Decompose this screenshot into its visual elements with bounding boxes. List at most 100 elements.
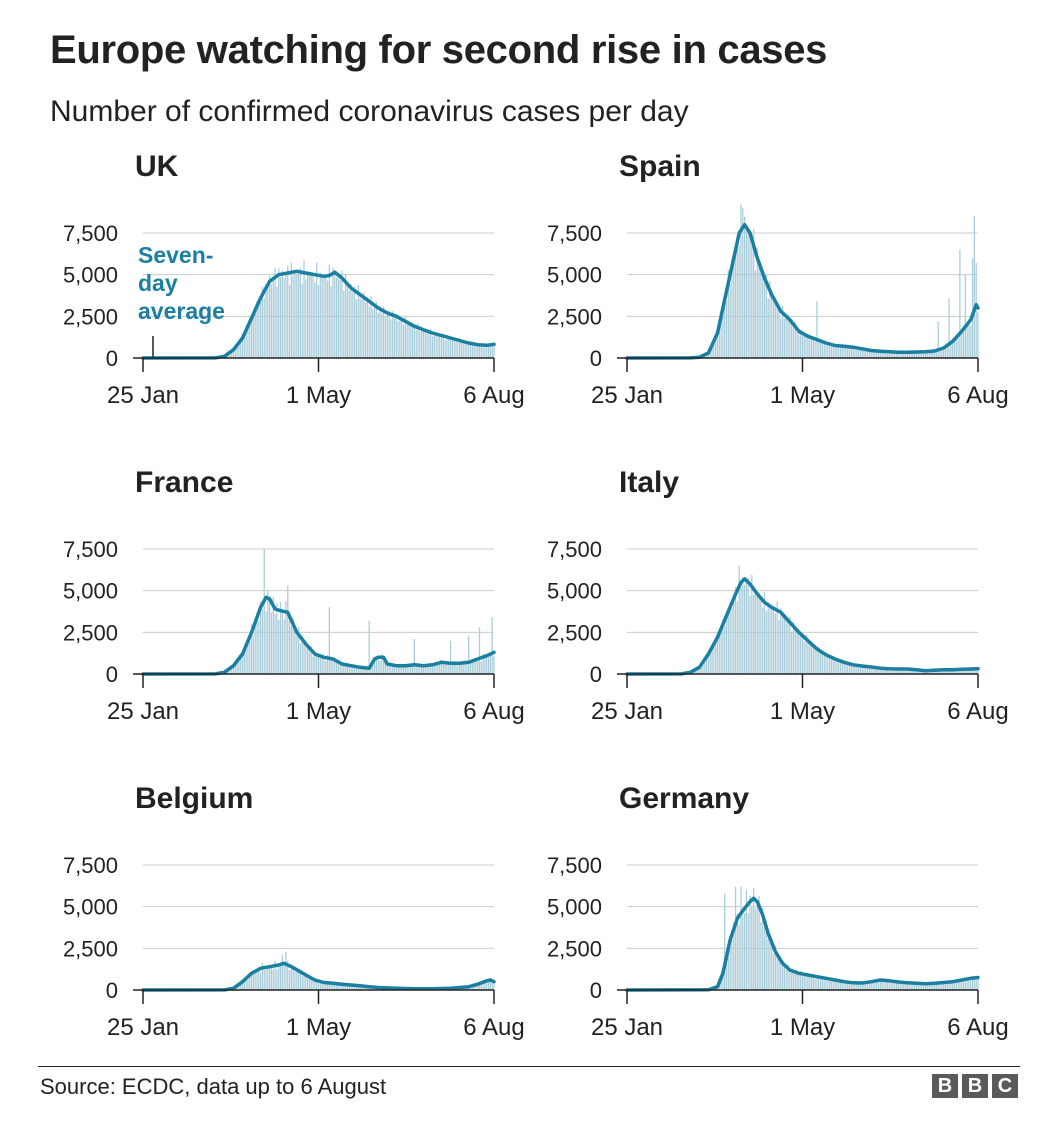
daily-bar	[747, 913, 749, 990]
panel-spain: Spain 0 2,500 5,000 7,500 25 Jan 1 May 6 Aug	[484, 150, 1012, 466]
daily-bar	[473, 985, 475, 990]
y-tick-label: 2,500	[63, 304, 118, 329]
daily-bar	[780, 962, 782, 990]
daily-bar	[812, 646, 814, 674]
daily-bar	[832, 344, 834, 358]
daily-bar	[729, 602, 731, 674]
daily-bar	[957, 669, 959, 674]
daily-bar	[883, 350, 885, 358]
daily-bar	[281, 955, 283, 990]
y-tick-label: 2,500	[63, 936, 118, 961]
footer-divider	[38, 1066, 1020, 1067]
daily-bar	[776, 601, 778, 674]
daily-bar	[449, 338, 452, 358]
daily-bar	[245, 329, 247, 358]
daily-bar	[769, 606, 771, 674]
daily-bar	[297, 627, 300, 674]
y-tick-label: 5,000	[547, 263, 602, 288]
daily-bar	[705, 657, 708, 674]
daily-bar	[265, 611, 267, 674]
daily-bar	[763, 280, 766, 358]
daily-bar	[904, 352, 907, 358]
daily-bar	[448, 338, 450, 358]
daily-bar	[446, 334, 448, 358]
daily-bar	[912, 351, 914, 358]
daily-bar	[830, 655, 833, 674]
daily-bar	[352, 291, 354, 358]
daily-bar	[377, 655, 379, 674]
daily-bar	[848, 982, 851, 990]
daily-bar	[419, 331, 421, 358]
daily-bar	[789, 322, 791, 358]
daily-bar	[754, 270, 757, 358]
daily-bar	[243, 647, 245, 674]
daily-bar	[335, 984, 338, 990]
daily-bar	[716, 633, 719, 674]
daily-bar	[823, 652, 825, 674]
annotation-line: average	[138, 298, 225, 324]
daily-bar	[908, 351, 910, 358]
daily-bar	[923, 352, 925, 358]
daily-bar	[377, 312, 379, 358]
daily-bar	[881, 667, 883, 674]
logo-letter: C	[992, 1074, 1018, 1098]
panel-uk: UK 0 2,500 5,000 7,500 25 Jan 1 May 6 Aug Seven…	[0, 150, 528, 466]
daily-bar	[928, 984, 930, 990]
daily-bar	[466, 342, 468, 358]
daily-bar	[854, 981, 856, 990]
daily-bar	[977, 668, 979, 674]
daily-bar	[431, 664, 434, 674]
daily-bar	[390, 663, 392, 674]
daily-bar	[924, 350, 927, 358]
x-tick-label: 25 Jan	[107, 382, 179, 409]
daily-bar	[852, 983, 854, 990]
daily-bar	[307, 648, 309, 674]
daily-bar	[906, 352, 909, 358]
daily-bar	[745, 226, 748, 358]
daily-bar	[457, 662, 459, 674]
daily-bar	[895, 980, 898, 990]
daily-bar	[890, 668, 892, 674]
daily-bar	[856, 349, 858, 358]
daily-bar	[901, 981, 903, 990]
y-tick-label: 0	[590, 978, 602, 1003]
panel-france: France 0 2,500 5,000 7,500 25 Jan 1 May 6 Aug	[0, 466, 528, 782]
daily-bar	[355, 985, 358, 990]
daily-bar	[944, 347, 947, 358]
x-tick-label: 25 Jan	[591, 382, 663, 409]
daily-bar	[910, 353, 912, 358]
daily-bar	[926, 351, 928, 358]
daily-bar	[821, 343, 824, 358]
daily-bar	[480, 982, 482, 990]
daily-bar	[316, 979, 318, 990]
daily-bar	[722, 618, 724, 674]
daily-bar	[977, 312, 979, 358]
daily-bar	[742, 915, 744, 990]
panel-title: UK	[135, 150, 179, 183]
daily-bar	[330, 983, 332, 990]
daily-bar	[792, 971, 795, 990]
daily-bar	[486, 655, 488, 674]
daily-bar	[791, 320, 793, 358]
daily-bar	[774, 613, 776, 674]
daily-bar	[941, 349, 943, 358]
daily-bar	[894, 668, 896, 674]
daily-bar	[731, 939, 733, 990]
daily-bar	[845, 982, 847, 990]
daily-bar	[462, 663, 464, 674]
daily-bar	[299, 643, 302, 674]
source-note: Source: ECDC, data up to 6 August	[40, 1074, 387, 1099]
x-tick-label: 6 Aug	[463, 1014, 524, 1041]
daily-bar	[422, 665, 425, 674]
daily-bar	[283, 961, 285, 990]
daily-bar	[892, 980, 894, 990]
daily-bar	[486, 981, 488, 990]
daily-bar	[863, 982, 865, 990]
daily-bar	[868, 983, 871, 990]
daily-bar	[247, 329, 249, 358]
daily-bar	[308, 975, 311, 990]
daily-bar	[279, 962, 282, 990]
daily-bar	[440, 335, 443, 358]
daily-bar	[422, 330, 425, 358]
daily-bar	[901, 668, 903, 674]
